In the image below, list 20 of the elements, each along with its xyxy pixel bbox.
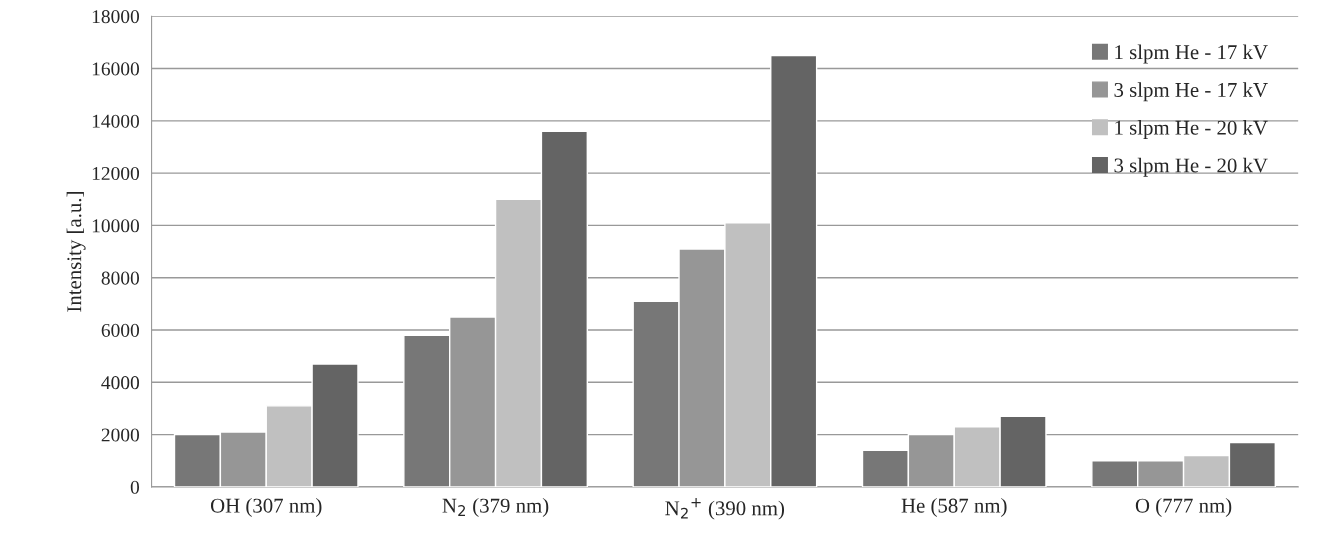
y-tick-label: 10000	[92, 219, 140, 233]
y-tick-label: 18000	[92, 10, 140, 24]
legend-label: 1 slpm He - 17 kV	[1115, 44, 1268, 64]
legend-label: 3 slpm He - 20 kV	[1114, 157, 1268, 177]
x-tick-label: O (777 nm)	[1135, 498, 1232, 517]
x-tick-label: N$_{2}$$^{+}$ (390 nm)	[665, 498, 785, 520]
legend-label: 1 slpm He - 20 kV	[1115, 120, 1268, 139]
y-tick-label: 2000	[101, 428, 140, 442]
y-axis-title: Intensity [a.u.]	[66, 192, 86, 312]
y-tick-label: 12000	[92, 166, 140, 181]
y-tick-label: 14000	[92, 114, 140, 128]
y-tick-label: 4000	[101, 376, 140, 390]
y-tick-label: 6000	[101, 323, 140, 337]
x-tick-label: OH (307 nm)	[210, 498, 322, 517]
y-tick-label: 16000	[92, 62, 140, 76]
y-tick-label: 0	[130, 480, 140, 494]
legend-label: 3 slpm He - 17 kV	[1114, 82, 1268, 102]
x-tick-label: He (587 nm)	[901, 498, 1007, 517]
y-tick-label: 8000	[101, 271, 140, 285]
x-tick-label: N$_{2}$ (379 nm)	[442, 498, 549, 517]
